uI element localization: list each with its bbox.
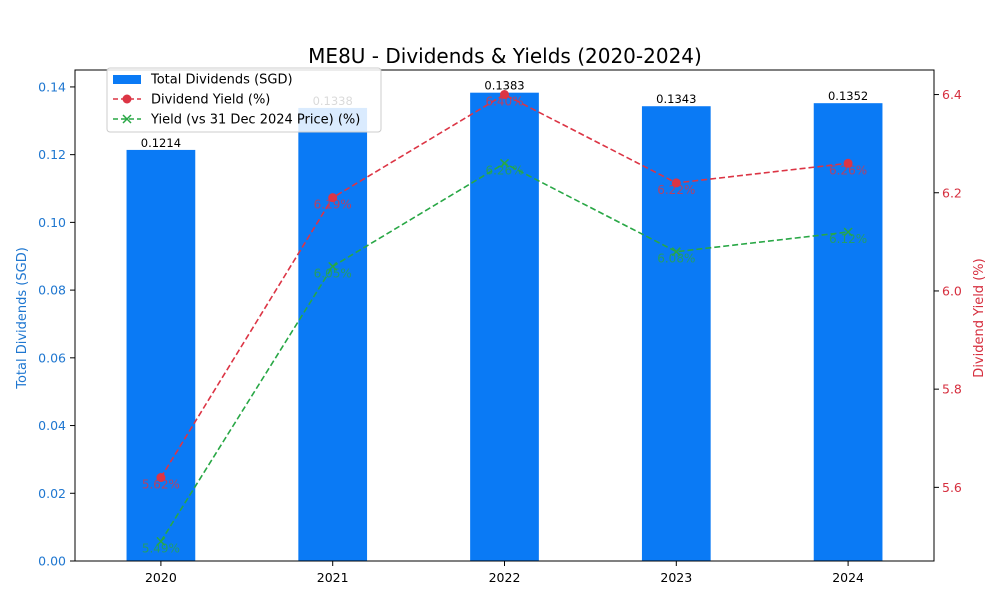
right-tick-label-6.4: 6.4 [942, 87, 962, 102]
left-tick-label-0.02: 0.02 [38, 486, 66, 501]
left-tick-label-0.14: 0.14 [38, 79, 66, 94]
bar-2024 [813, 103, 883, 562]
dividend-yield-label-2022: 6.40% [485, 95, 523, 109]
legend-box [106, 67, 382, 133]
dividend-yield-label-2024: 6.26% [829, 163, 867, 177]
bar-value-label-2024: 0.1352 [828, 89, 868, 103]
legend-swatch-total-dividends [113, 75, 141, 84]
dividend-yield-point-2020 [156, 473, 166, 483]
right-tick-label-6.2: 6.2 [942, 185, 962, 200]
axes-group: 2020 2021 2022 2023 2024 0.00 0.02 0.04 0.06 0.08… [38, 69, 962, 585]
yield-vs-2024-price-point-2021 [328, 261, 338, 271]
left-tick-label-0.06: 0.06 [38, 350, 66, 365]
yield-vs-2024-price-label-2023: 6.08% [657, 252, 695, 266]
right-tick-label-5.6: 5.6 [942, 480, 962, 495]
bar-value-label-2020: 0.1214 [141, 136, 181, 150]
x-tick-label-2020: 2020 [145, 570, 177, 585]
yield-vs-2024-price-point-2020 [156, 536, 166, 546]
dividend-yield-point-2021 [328, 193, 338, 203]
dividend-yield-point-2023 [671, 178, 681, 188]
dividend-yield-label-2023: 6.22% [657, 183, 695, 197]
left-tick-label-0.10: 0.10 [38, 215, 66, 230]
lines-group: 5.62% 6.19% 6.40% 6.22% 6.26% 5.49% 6.05% 6.26%… [142, 90, 867, 555]
yield-vs-2024-price-point-2023 [671, 247, 681, 257]
yield-vs-2024-price-point-2024 [843, 227, 853, 237]
right-axis-label: Dividend Yield (%) [972, 258, 987, 377]
right-tick-label-5.8: 5.8 [942, 382, 962, 397]
left-axis-label: Total Dividends (SGD) [15, 247, 30, 390]
x-tick-label-2021: 2021 [317, 570, 349, 585]
bar-value-label-2023: 0.1343 [656, 92, 696, 106]
bar-value-label-2022: 0.1383 [484, 79, 524, 93]
legend-marker-dividend-yield [122, 94, 132, 104]
legend-label-yield-vs-2024-price: Yield (vs 31 Dec 2024 Price) (%) [150, 113, 360, 128]
left-tick-label-0.04: 0.04 [38, 418, 66, 433]
legend-marker-yield-vs-2024-price [122, 114, 132, 124]
left-tick-label-0.00: 0.00 [38, 554, 66, 569]
dividend-yield-point-2022 [500, 90, 509, 100]
left-tick-label-0.08: 0.08 [38, 283, 66, 298]
x-tick-label-2023: 2023 [660, 570, 692, 585]
bar-2020 [126, 149, 196, 561]
yield-vs-2024-price-label-2021: 6.05% [314, 266, 352, 280]
legend-label-total-dividends: Total Dividends (SGD) [150, 73, 293, 88]
bar-2021 [298, 107, 368, 562]
dividend-yield-label-2020: 5.62% [142, 478, 180, 492]
chart-title: ME8U - Dividends & Yields (2020-2024) [308, 44, 702, 68]
yield-vs-2024-price-point-2022 [499, 158, 510, 168]
dividend-yield-line [160, 93, 849, 478]
bar-2022 [470, 92, 539, 561]
legend: Total Dividends (SGD) Dividend Yield (%) Y… [106, 67, 382, 133]
dividend-yield-label-2021: 6.19% [314, 198, 352, 212]
yield-vs-2024-price-label-2024: 6.12% [829, 232, 867, 246]
legend-label-dividend-yield: Dividend Yield (%) [151, 93, 270, 108]
bar-2023 [641, 106, 711, 561]
left-tick-label-0.12: 0.12 [38, 147, 66, 162]
x-tick-label-2024: 2024 [832, 570, 864, 585]
yield-vs-2024-price-label-2022: 6.26% [485, 163, 523, 177]
dividend-yield-point-2024 [843, 158, 853, 168]
x-tick-label-2022: 2022 [489, 570, 521, 585]
right-tick-label-6.0: 6.0 [942, 283, 962, 298]
yield-vs-2024-price-label-2020: 5.49% [142, 541, 180, 555]
